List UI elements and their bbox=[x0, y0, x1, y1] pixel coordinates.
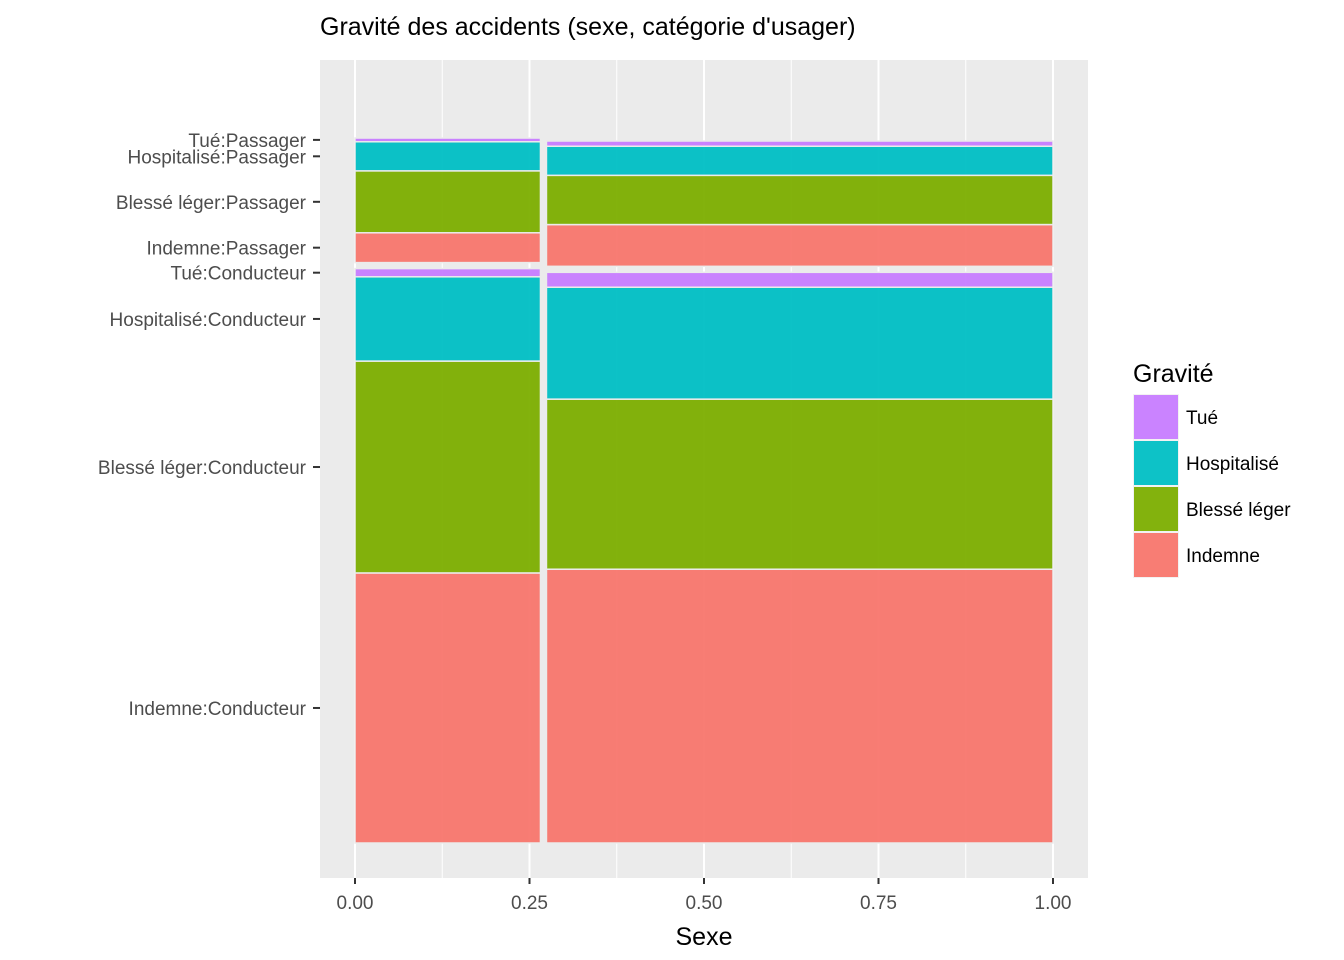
legend-swatch-0 bbox=[1134, 395, 1178, 439]
legend-swatch-2 bbox=[1134, 487, 1178, 531]
y-axis: Indemne:Conducteur Blessé léger:Conducteu… bbox=[98, 131, 320, 720]
y-tick-label-5: Blessé léger:Passager bbox=[116, 193, 307, 214]
x-tick-label-1: 0.25 bbox=[511, 893, 548, 914]
x-tick-label-2: 0.50 bbox=[686, 893, 723, 914]
x-tick-label-0: 0.00 bbox=[337, 893, 374, 914]
tile-conducteur-0-tu bbox=[354, 267, 542, 278]
legend-label-2: Blessé léger bbox=[1186, 500, 1291, 521]
legend-swatch-1 bbox=[1134, 441, 1178, 485]
y-tick-label-7: Tué:Passager bbox=[188, 131, 306, 152]
mosaic-tiles bbox=[354, 137, 1054, 844]
tile-conducteur-0-hospitalis bbox=[354, 276, 542, 362]
tile-conducteur-1-indemne bbox=[545, 568, 1054, 844]
x-axis-title: Sexe bbox=[676, 923, 733, 951]
x-axis: 0.00 0.25 0.50 0.75 1.00 bbox=[337, 878, 1072, 914]
legend: Gravité Tué Hospitalisé Blessé léger Indemn… bbox=[1133, 360, 1291, 578]
tile-passager-0-tu bbox=[354, 137, 542, 143]
tile-passager-1-hospitalis bbox=[545, 145, 1054, 177]
y-tick-label-0: Indemne:Conducteur bbox=[129, 699, 307, 720]
y-tick-label-2: Hospitalisé:Conducteur bbox=[110, 310, 307, 331]
tile-conducteur-0-indemne bbox=[354, 572, 542, 844]
legend-swatch-3 bbox=[1134, 533, 1178, 577]
tile-passager-0-blesslger bbox=[354, 170, 542, 234]
y-tick-label-6: Hospitalisé:Passager bbox=[128, 147, 307, 168]
tile-passager-1-tu bbox=[545, 140, 1054, 147]
tile-conducteur-1-blesslger bbox=[545, 398, 1054, 570]
legend-label-0: Tué bbox=[1186, 408, 1218, 429]
tile-passager-1-indemne bbox=[545, 223, 1054, 268]
legend-label-3: Indemne bbox=[1186, 546, 1260, 567]
tile-conducteur-1-hospitalis bbox=[545, 286, 1054, 400]
legend-label-1: Hospitalisé bbox=[1186, 454, 1279, 475]
tile-passager-0-hospitalis bbox=[354, 141, 542, 172]
chart-title: Gravité des accidents (sexe, catégorie d… bbox=[320, 13, 856, 41]
tile-passager-0-indemne bbox=[354, 232, 542, 264]
tile-conducteur-1-tu bbox=[545, 271, 1054, 288]
tile-conducteur-0-blesslger bbox=[354, 360, 542, 574]
tile-passager-1-blesslger bbox=[545, 174, 1054, 226]
x-tick-label-3: 0.75 bbox=[860, 893, 897, 914]
x-tick-label-4: 1.00 bbox=[1035, 893, 1072, 914]
legend-title: Gravité bbox=[1133, 360, 1214, 388]
y-tick-label-1: Blessé léger:Conducteur bbox=[98, 458, 307, 479]
y-tick-label-3: Tué:Conducteur bbox=[170, 264, 306, 285]
y-tick-label-4: Indemne:Passager bbox=[147, 239, 307, 260]
